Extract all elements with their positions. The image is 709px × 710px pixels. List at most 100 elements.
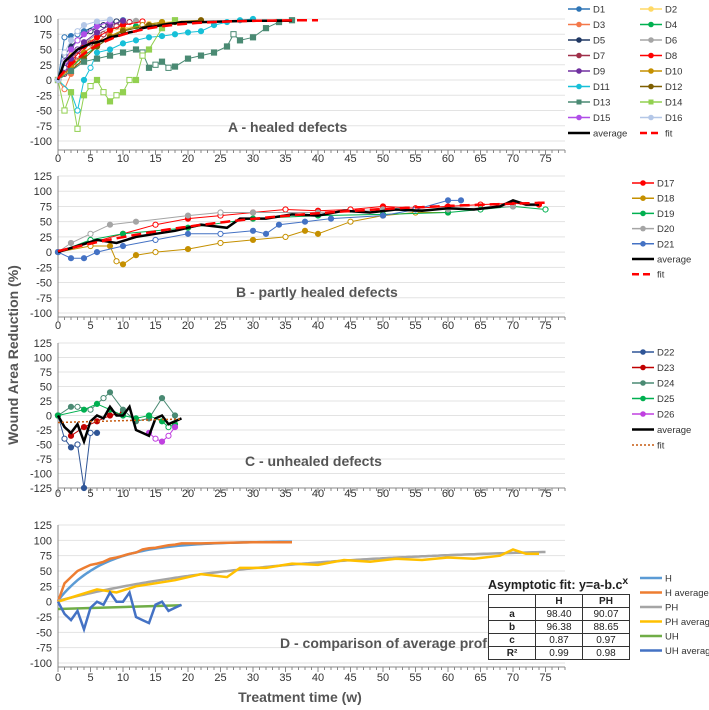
legend-label: PH average xyxy=(665,617,709,628)
table-cell: R² xyxy=(488,646,536,661)
data-point xyxy=(106,412,114,419)
legend-marker xyxy=(576,99,582,105)
y-tick-label: -50 xyxy=(36,278,52,290)
legend-marker xyxy=(640,349,646,355)
y-tick-label: -25 xyxy=(36,90,52,102)
y-tick-label: 125 xyxy=(34,338,52,350)
data-point xyxy=(67,67,75,74)
x-tick-label: 40 xyxy=(312,488,324,500)
legend-label: D1 xyxy=(593,5,605,16)
data-point xyxy=(139,52,146,59)
data-point xyxy=(301,218,309,225)
data-point xyxy=(74,28,81,35)
x-tick-label: 0 xyxy=(55,153,61,165)
legend-marker xyxy=(576,37,582,43)
x-tick-label: 75 xyxy=(539,488,551,500)
legend-label: D20 xyxy=(657,224,674,235)
y-tick-label: 25 xyxy=(40,396,52,408)
y-tick-label: 0 xyxy=(46,597,52,609)
x-tick-label: 60 xyxy=(442,320,454,332)
data-point xyxy=(249,227,257,234)
y-tick-label: 75 xyxy=(40,551,52,563)
data-point xyxy=(93,49,101,56)
data-point xyxy=(132,46,140,53)
y-tick-label: -50 xyxy=(36,440,52,452)
x-tick-label: 0 xyxy=(55,320,61,332)
data-point xyxy=(171,63,179,70)
y-tick-label: 100 xyxy=(34,535,52,547)
x-tick-label: 30 xyxy=(247,153,259,165)
data-point xyxy=(217,239,224,247)
x-tick-label: 60 xyxy=(442,672,454,684)
x-tick-label: 70 xyxy=(507,488,519,500)
x-tick-label: 5 xyxy=(87,488,93,500)
data-point xyxy=(171,412,179,419)
legend-label: D12 xyxy=(665,82,682,93)
data-point xyxy=(80,406,88,413)
legend-marker xyxy=(576,6,582,12)
data-point xyxy=(80,424,88,431)
data-point xyxy=(145,46,153,53)
legend-label: average xyxy=(657,255,691,266)
data-point xyxy=(93,400,101,407)
legend-marker xyxy=(640,241,646,247)
data-point xyxy=(444,197,452,204)
data-point xyxy=(158,438,166,445)
data-point xyxy=(184,245,192,253)
data-point xyxy=(165,64,172,71)
x-tick-label: 35 xyxy=(279,488,291,500)
legend-marker xyxy=(648,21,654,28)
legend-label: fit xyxy=(657,270,665,281)
legend-label: D24 xyxy=(657,379,674,390)
legend-label: D7 xyxy=(593,51,605,62)
x-tick-label: 15 xyxy=(149,488,161,500)
legend-label: D25 xyxy=(657,394,674,405)
legend-marker xyxy=(640,380,646,386)
y-tick-label: 100 xyxy=(34,186,52,198)
legend-label: D19 xyxy=(657,209,674,220)
y-tick-label: 0 xyxy=(46,75,52,87)
table-cell: 0.99 xyxy=(535,646,583,661)
data-point xyxy=(93,76,101,84)
data-point xyxy=(113,258,120,265)
legend-marker xyxy=(648,83,654,90)
y-tick-label: 75 xyxy=(40,201,52,213)
data-point xyxy=(457,197,465,204)
legend-marker xyxy=(640,180,646,186)
series-line-average xyxy=(56,404,183,446)
data-point xyxy=(100,395,107,402)
legend-marker xyxy=(640,195,646,201)
legend-marker xyxy=(648,68,654,74)
legend-label: D21 xyxy=(657,239,674,250)
data-point xyxy=(152,249,159,256)
y-tick-label: -75 xyxy=(36,293,52,305)
legend-marker xyxy=(576,21,582,28)
x-tick-label: 25 xyxy=(214,153,226,165)
y-tick-label: 100 xyxy=(34,14,52,26)
data-point xyxy=(282,233,289,240)
data-point xyxy=(93,55,101,62)
legend-label: H xyxy=(665,574,672,585)
fit-table-caption: Asymptotic fit: y=a-b.cx xyxy=(488,576,630,592)
x-tick-label: 65 xyxy=(474,488,486,500)
legend-label: UH xyxy=(665,632,679,643)
data-point xyxy=(275,18,283,26)
data-point xyxy=(93,29,101,36)
data-point xyxy=(262,25,270,32)
legend-label: D22 xyxy=(657,348,674,359)
series-line-fit xyxy=(57,418,182,424)
x-tick-label: 35 xyxy=(279,320,291,332)
data-point xyxy=(61,107,68,114)
y-tick-label: -100 xyxy=(30,469,52,481)
legend-marker xyxy=(640,210,646,217)
data-point xyxy=(314,230,322,237)
data-point xyxy=(80,76,88,84)
x-tick-label: 20 xyxy=(182,153,194,165)
x-tick-label: 10 xyxy=(117,488,129,500)
data-point xyxy=(249,236,257,244)
data-point xyxy=(67,37,75,44)
